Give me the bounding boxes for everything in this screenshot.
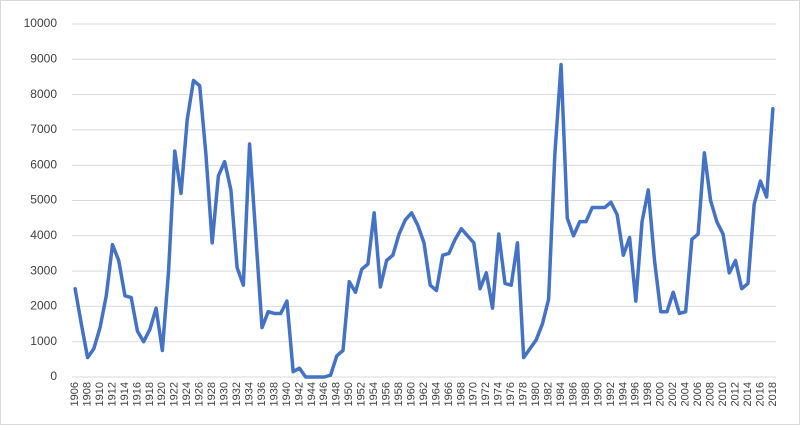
y-tick-label: 4000 — [30, 228, 57, 242]
x-tick-label: 1998 — [642, 382, 654, 406]
x-tick-label: 1928 — [206, 382, 218, 406]
x-tick-label: 1996 — [630, 382, 642, 406]
x-tick-label: 1968 — [455, 382, 467, 406]
y-tick-label: 7000 — [30, 122, 57, 136]
x-tick-label: 1982 — [543, 382, 555, 406]
x-tick-label: 1916 — [131, 382, 143, 406]
x-tick-label: 1986 — [567, 382, 579, 406]
x-tick-label: 1962 — [418, 382, 430, 406]
x-tick-label: 2012 — [729, 382, 741, 406]
x-tick-label: 1926 — [194, 382, 206, 406]
y-tick-label: 6000 — [30, 157, 57, 171]
x-tick-label: 1948 — [331, 382, 343, 406]
x-tick-label: 2016 — [754, 382, 766, 406]
y-tick-label: 1000 — [30, 334, 57, 348]
y-tick-label: 8000 — [30, 87, 57, 101]
x-tick-label: 1952 — [356, 382, 368, 406]
x-tick-label: 2008 — [704, 382, 716, 406]
y-tick-label: 0 — [50, 369, 57, 383]
x-tick-label: 1972 — [480, 382, 492, 406]
x-tick-label: 1946 — [318, 382, 330, 406]
x-tick-label: 1944 — [306, 382, 318, 406]
x-tick-label: 1910 — [94, 382, 106, 406]
x-tick-label: 1942 — [293, 382, 305, 406]
y-tick-label: 5000 — [30, 193, 57, 207]
x-tick-label: 1984 — [555, 382, 567, 406]
x-tick-label: 2004 — [680, 382, 692, 406]
x-tick-label: 2002 — [667, 382, 679, 406]
x-tick-label: 1924 — [181, 382, 193, 406]
x-tick-label: 1940 — [281, 382, 293, 406]
x-tick-label: 1978 — [518, 382, 530, 406]
x-tick-label: 2010 — [717, 382, 729, 406]
x-tick-label: 1964 — [430, 382, 442, 406]
x-tick-label: 1992 — [605, 382, 617, 406]
x-tick-label: 1994 — [617, 382, 629, 406]
x-tick-label: 1934 — [243, 382, 255, 406]
x-tick-label: 2018 — [767, 382, 779, 406]
x-tick-label: 1988 — [580, 382, 592, 406]
x-tick-label: 1914 — [119, 382, 131, 406]
x-tick-label: 1938 — [268, 382, 280, 406]
x-tick-label: 1976 — [505, 382, 517, 406]
y-tick-label: 3000 — [30, 263, 57, 277]
x-tick-label: 1956 — [381, 382, 393, 406]
y-tick-label: 10000 — [24, 16, 58, 30]
x-tick-label: 1908 — [81, 382, 93, 406]
x-tick-label: 1966 — [443, 382, 455, 406]
x-tick-label: 2000 — [655, 382, 667, 406]
x-tick-label: 1906 — [69, 382, 81, 406]
x-tick-label: 1912 — [106, 382, 118, 406]
x-tick-label: 1958 — [393, 382, 405, 406]
x-tick-label: 2006 — [692, 382, 704, 406]
data-line — [73, 62, 775, 379]
x-tick-label: 1920 — [156, 382, 168, 406]
x-tick-label: 1960 — [405, 382, 417, 406]
x-tick-label: 1918 — [144, 382, 156, 406]
x-tick-label: 1950 — [343, 382, 355, 406]
x-tick-label: 1954 — [368, 382, 380, 406]
x-tick-label: 1922 — [169, 382, 181, 406]
y-tick-label: 9000 — [30, 51, 57, 65]
x-tick-label: 1990 — [592, 382, 604, 406]
x-tick-label: 1974 — [493, 382, 505, 406]
x-tick-label: 1930 — [219, 382, 231, 406]
x-tick-label: 1932 — [231, 382, 243, 406]
x-tick-label: 1980 — [530, 382, 542, 406]
x-tick-label: 2014 — [742, 382, 754, 406]
y-tick-label: 2000 — [30, 299, 57, 313]
x-tick-label: 1970 — [468, 382, 480, 406]
x-tick-label: 1936 — [256, 382, 268, 406]
